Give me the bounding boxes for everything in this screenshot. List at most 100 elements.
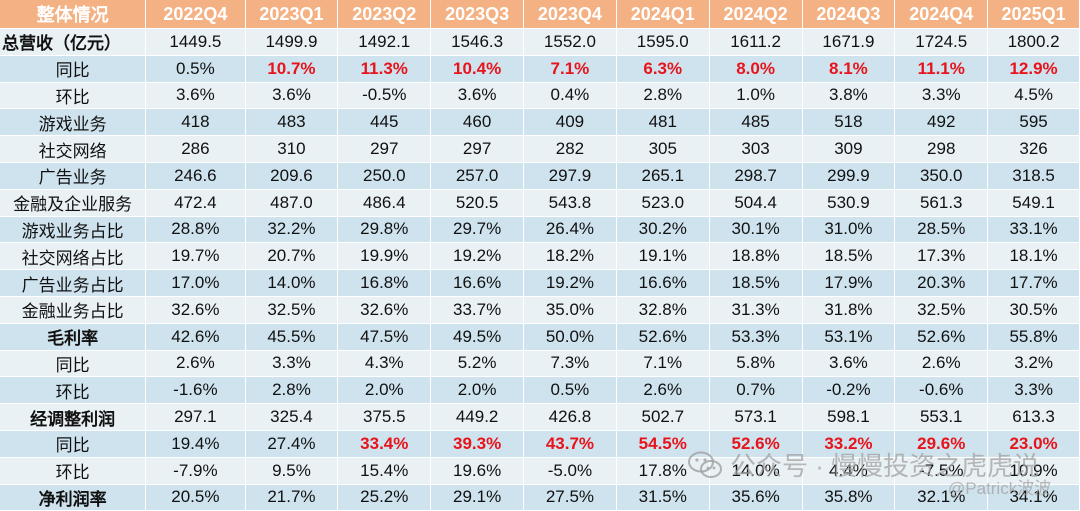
value-cell: 310 — [245, 135, 339, 163]
row-label: 同比 — [0, 55, 147, 83]
value-cell: 32.5% — [894, 296, 989, 324]
value-cell: 3.3% — [987, 376, 1080, 405]
value-cell: 10.7% — [245, 55, 339, 83]
value-cell: 209.6 — [245, 162, 339, 190]
value-cell: 1492.1 — [337, 28, 432, 56]
value-cell: 30.5% — [987, 296, 1080, 324]
value-cell: 29.8% — [337, 216, 432, 244]
value-cell: 47.5% — [337, 323, 432, 351]
value-cell: 5.2% — [430, 350, 525, 378]
value-cell: 52.6% — [616, 323, 710, 351]
value-cell: 325.4 — [245, 403, 339, 431]
row-label: 同比 — [0, 350, 147, 378]
row-label: 经调整利润 — [0, 403, 147, 431]
value-cell: 297.1 — [145, 403, 246, 431]
value-cell: 492 — [894, 108, 989, 137]
value-cell: 17.8% — [616, 457, 710, 485]
value-cell: 486.4 — [337, 189, 432, 217]
table-row: 同比 2.6% 3.3% 4.3% 5.2% 7.3% 7.1% 5.8% 3.6% 2.6% 3.… — [0, 350, 1080, 378]
value-cell: 326 — [987, 135, 1080, 163]
value-cell: 2.6% — [616, 376, 710, 405]
table-row: 环比 -1.6% 2.8% 2.0% 2.0% 0.5% 2.6% 0.7% -0.2% -0.6… — [0, 376, 1080, 405]
value-cell: 1552.0 — [523, 28, 617, 56]
value-cell: 3.8% — [802, 82, 896, 110]
value-cell: 31.0% — [802, 216, 896, 244]
value-cell: 3.2% — [987, 350, 1080, 378]
value-cell: 29.6% — [894, 430, 989, 458]
table-row: 同比 0.5% 10.7% 11.3% 10.4% 7.1% 6.3% 8.0% 8.1% 11.… — [0, 55, 1080, 83]
value-cell: 483 — [245, 108, 339, 137]
value-cell: 19.2% — [523, 269, 617, 297]
value-cell: 409 — [523, 108, 617, 137]
value-cell: 18.2% — [523, 242, 617, 271]
value-cell: 561.3 — [894, 189, 989, 217]
value-cell: 27.4% — [245, 430, 339, 458]
value-cell: 460 — [430, 108, 525, 137]
value-cell: 55.8% — [987, 323, 1080, 351]
value-cell: 35.6% — [709, 484, 803, 511]
value-cell: 14.0% — [245, 269, 339, 297]
value-cell: 28.5% — [894, 216, 989, 244]
value-cell: 487.0 — [245, 189, 339, 217]
value-cell: 49.5% — [430, 323, 525, 351]
value-cell: 20.3% — [894, 269, 989, 297]
row-label: 社交网络 — [0, 135, 147, 163]
value-cell: 53.1% — [802, 323, 896, 351]
value-cell: 1546.3 — [430, 28, 525, 56]
header-cell: 2024Q1 — [616, 0, 710, 29]
value-cell: -7.5% — [894, 457, 989, 485]
value-cell: 3.6% — [145, 82, 246, 110]
row-label: 广告业务占比 — [0, 269, 147, 297]
value-cell: 20.7% — [245, 242, 339, 271]
value-cell: 21.7% — [245, 484, 339, 511]
value-cell: -0.6% — [894, 376, 989, 405]
value-cell: 504.4 — [709, 189, 803, 217]
value-cell: 4.3% — [337, 350, 432, 378]
value-cell: 298 — [894, 135, 989, 163]
value-cell: 3.3% — [245, 350, 339, 378]
table-row: 社交网络 286 310 297 297 282 305 303 309 298 326 — [0, 135, 1080, 163]
value-cell: 23.0% — [987, 430, 1080, 458]
row-label: 环比 — [0, 376, 147, 405]
value-cell: 33.2% — [802, 430, 896, 458]
value-cell: 19.2% — [430, 242, 525, 271]
table-row: 环比 -7.9% 9.5% 15.4% 19.6% -5.0% 17.8% 14.0% 4.4%… — [0, 457, 1080, 485]
value-cell: 31.5% — [616, 484, 710, 511]
value-cell: 27.5% — [523, 484, 617, 511]
value-cell: 20.5% — [145, 484, 246, 511]
value-cell: 530.9 — [802, 189, 896, 217]
value-cell: 481 — [616, 108, 710, 137]
value-cell: 598.1 — [802, 403, 896, 431]
value-cell: 16.6% — [616, 269, 710, 297]
value-cell: 282 — [523, 135, 617, 163]
value-cell: 5.8% — [709, 350, 803, 378]
value-cell: 15.4% — [337, 457, 432, 485]
value-cell: 3.6% — [802, 350, 896, 378]
value-cell: 17.3% — [894, 242, 989, 271]
value-cell: -7.9% — [145, 457, 246, 485]
value-cell: 52.6% — [894, 323, 989, 351]
value-cell: 502.7 — [616, 403, 710, 431]
value-cell: 1499.9 — [245, 28, 339, 56]
value-cell: 32.6% — [145, 296, 246, 324]
value-cell: 1.0% — [709, 82, 803, 110]
value-cell: 29.7% — [430, 216, 525, 244]
value-cell: 449.2 — [430, 403, 525, 431]
value-cell: 8.0% — [709, 55, 803, 83]
table-row: 总营收（亿元） 1449.5 1499.9 1492.1 1546.3 1552.0 159… — [0, 28, 1080, 56]
value-cell: 52.6% — [709, 430, 803, 458]
value-cell: 34.1% — [987, 484, 1080, 511]
header-cell: 2024Q3 — [802, 0, 896, 29]
value-cell: 3.3% — [894, 82, 989, 110]
value-cell: 18.5% — [709, 269, 803, 297]
value-cell: 54.5% — [616, 430, 710, 458]
value-cell: 418 — [145, 108, 246, 137]
value-cell: 4.5% — [987, 82, 1080, 110]
value-cell: 613.3 — [987, 403, 1080, 431]
value-cell: 7.3% — [523, 350, 617, 378]
header-cell: 整体情况 — [0, 0, 147, 29]
value-cell: 523.0 — [616, 189, 710, 217]
value-cell: 35.0% — [523, 296, 617, 324]
value-cell: 10.9% — [987, 457, 1080, 485]
